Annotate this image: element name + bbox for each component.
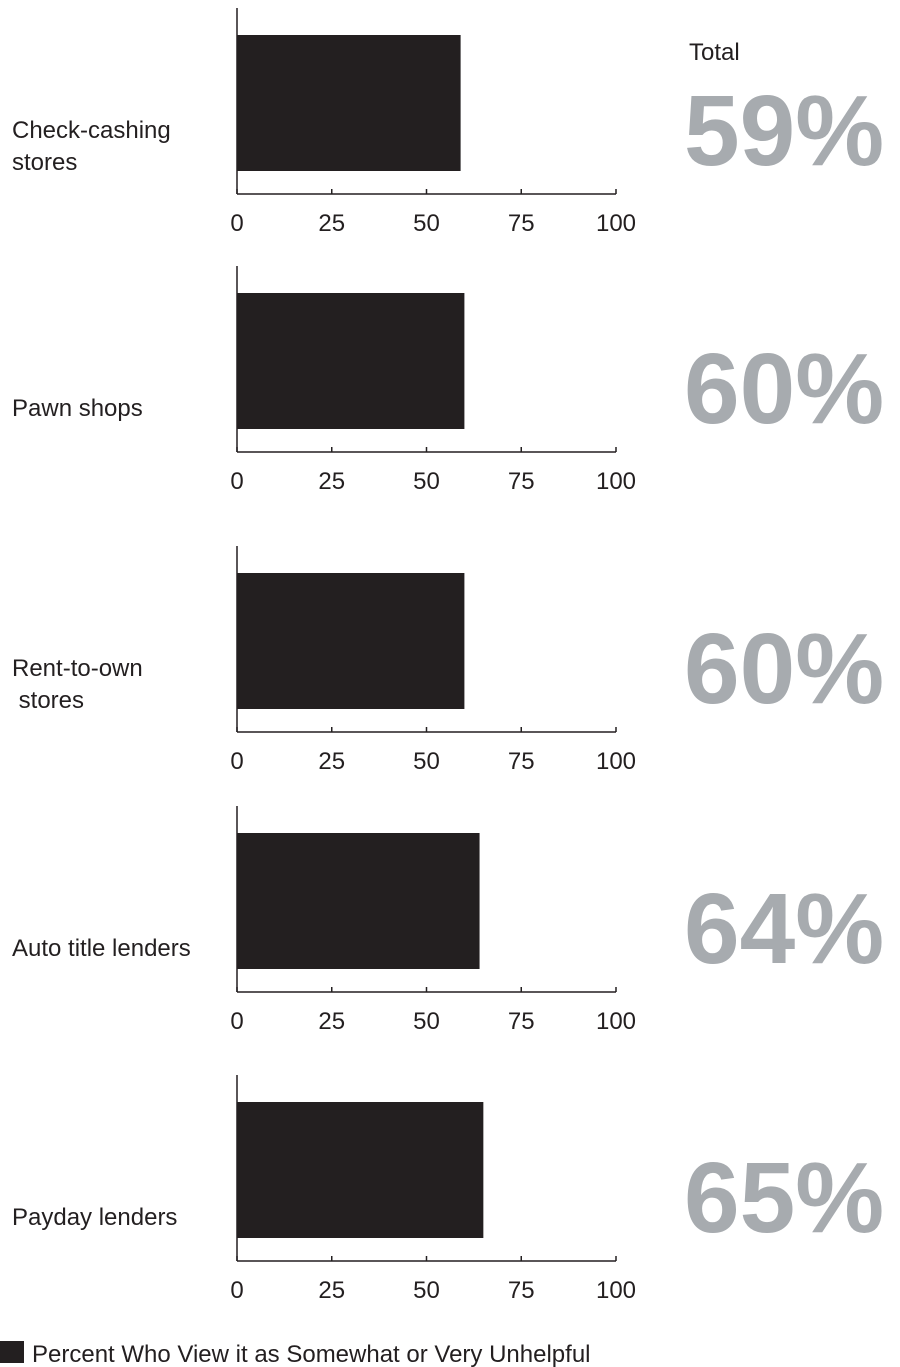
category-label-line: Check-cashing xyxy=(12,117,171,144)
category-label: Check-cashing stores xyxy=(12,117,171,176)
x-tick-label: 0 xyxy=(230,1008,243,1035)
category-label: Rent-to-own stores xyxy=(12,655,143,714)
bar-panel: 0 25 50 75 100 Payday lenders 65% xyxy=(12,1075,884,1304)
x-tick-label: 75 xyxy=(508,1008,535,1035)
x-tick-label: 100 xyxy=(596,468,636,495)
category-label: Payday lenders xyxy=(12,1204,177,1231)
bar xyxy=(237,293,465,429)
category-label: Pawn shops xyxy=(12,395,143,422)
x-tick-label: 50 xyxy=(413,1008,440,1035)
bar-panel: 0 25 50 75 100 Check-cashing stores 59% xyxy=(12,8,884,237)
bar xyxy=(237,833,480,969)
category-label-line: Payday lenders xyxy=(12,1204,177,1231)
x-tick-label: 75 xyxy=(508,210,535,237)
category-label-line: stores xyxy=(12,687,84,714)
x-tick-label: 100 xyxy=(596,1277,636,1304)
x-tick-label: 75 xyxy=(508,468,535,495)
bar xyxy=(237,573,465,709)
total-header: Total xyxy=(689,39,740,66)
total-value: 59% xyxy=(684,75,884,187)
total-value: 60% xyxy=(684,613,884,725)
x-tick-label: 50 xyxy=(413,1277,440,1304)
x-tick-label: 0 xyxy=(230,210,243,237)
legend-label: Percent Who View it as Somewhat or Very … xyxy=(32,1341,591,1367)
bar xyxy=(237,1102,484,1238)
total-value: 65% xyxy=(684,1142,884,1254)
total-value: 64% xyxy=(684,873,884,985)
x-tick-label: 75 xyxy=(508,1277,535,1304)
x-tick-label: 50 xyxy=(413,748,440,775)
category-label-line: Auto title lenders xyxy=(12,935,191,962)
bar xyxy=(237,35,461,171)
legend-swatch xyxy=(0,1341,24,1363)
chart-panels: 0 25 50 75 100 Check-cashing stores 59% 0 25 50 75 1… xyxy=(12,8,884,1304)
total-value: 60% xyxy=(684,333,884,445)
x-tick-label: 75 xyxy=(508,748,535,775)
x-tick-label: 100 xyxy=(596,748,636,775)
x-tick-label: 50 xyxy=(413,210,440,237)
x-tick-label: 50 xyxy=(413,468,440,495)
x-tick-label: 25 xyxy=(318,1008,345,1035)
x-tick-label: 25 xyxy=(318,748,345,775)
bar-panel: 0 25 50 75 100 Pawn shops 60% xyxy=(12,266,884,495)
x-tick-label: 100 xyxy=(596,210,636,237)
category-label-line: Rent-to-own xyxy=(12,655,143,682)
x-tick-label: 25 xyxy=(318,210,345,237)
x-tick-label: 25 xyxy=(318,468,345,495)
category-label: Auto title lenders xyxy=(12,935,191,962)
bar-panel: 0 25 50 75 100 Auto title lenders 64% xyxy=(12,806,884,1035)
bar-panel: 0 25 50 75 100 Rent-to-own stores 60% xyxy=(12,546,884,775)
x-tick-label: 0 xyxy=(230,748,243,775)
category-label-line: stores xyxy=(12,149,77,176)
category-label-line: Pawn shops xyxy=(12,395,143,422)
x-tick-label: 0 xyxy=(230,468,243,495)
x-tick-label: 0 xyxy=(230,1277,243,1304)
x-tick-label: 25 xyxy=(318,1277,345,1304)
x-tick-label: 100 xyxy=(596,1008,636,1035)
